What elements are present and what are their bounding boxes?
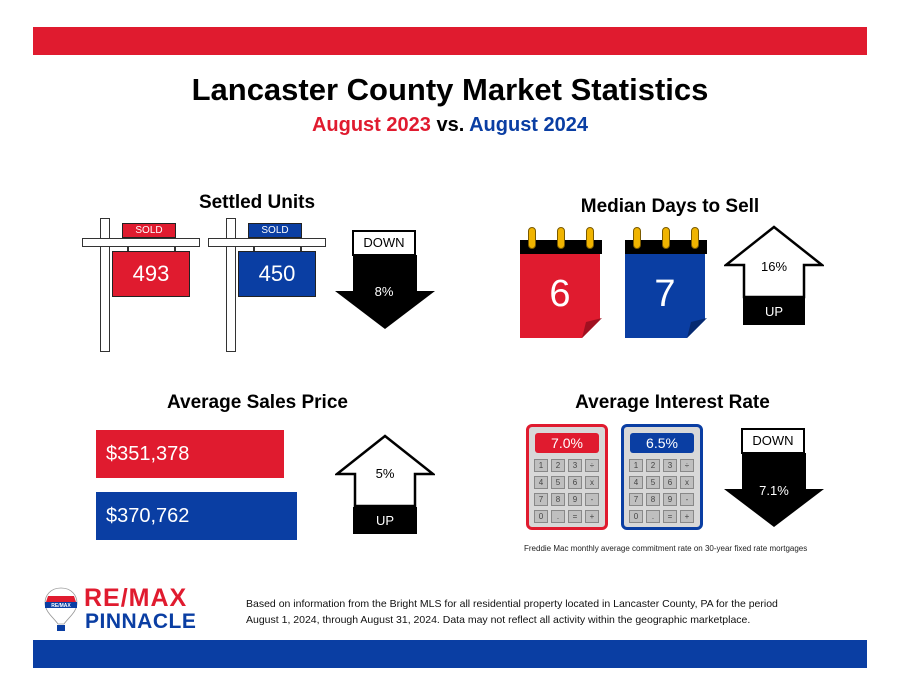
- calculator-key: 6: [568, 476, 582, 489]
- calculator-key: 4: [534, 476, 548, 489]
- avg-price-heading: Average Sales Price: [167, 392, 348, 413]
- calculator-key: .: [646, 510, 660, 523]
- calculator-key: -: [680, 493, 694, 506]
- calculator-key: x: [680, 476, 694, 489]
- calculator-key: 8: [646, 493, 660, 506]
- sold-sign-icon-2023: SOLD 493: [82, 218, 202, 354]
- interest-rate-2024-value: 6.5%: [630, 433, 694, 453]
- calculator-key: +: [585, 510, 599, 523]
- bottom-blue-bar: [33, 640, 867, 668]
- top-red-bar: [33, 27, 867, 55]
- avg-price-direction-label: UP: [353, 507, 417, 534]
- calculator-keypad-2024: 1 2 3 ÷ 4 5 6 x 7 8 9 - 0 . = +: [629, 459, 699, 527]
- up-arrow-icon: [724, 225, 824, 299]
- logo-pinnacle-text: PINNACLE: [85, 610, 197, 633]
- calculator-key: 0: [534, 510, 548, 523]
- avg-price-2024-bar: $370,762: [96, 492, 297, 540]
- interest-rate-2023-value: 7.0%: [535, 433, 599, 453]
- disclaimer-line-2: August 1, 2024, through August 31, 2024.…: [246, 614, 751, 626]
- calculator-key: +: [680, 510, 694, 523]
- page-subtitle: August 2023 vs. August 2024: [0, 114, 900, 137]
- remax-logo: RE/MAX RE/MAX PINNACLE: [44, 584, 214, 636]
- settled-units-direction-label: DOWN: [352, 230, 416, 256]
- interest-rate-footnote: Freddie Mac monthly average commitment r…: [524, 544, 808, 553]
- sold-sign-icon-2024: SOLD 450: [208, 218, 328, 354]
- calculator-key: 7: [629, 493, 643, 506]
- disclaimer: Based on information from the Bright MLS…: [246, 596, 846, 628]
- settled-units-heading: Settled Units: [198, 192, 316, 213]
- calculator-key: 3: [568, 459, 582, 472]
- subtitle-year-2024: August 2024: [469, 114, 589, 136]
- calculator-key: x: [585, 476, 599, 489]
- settled-units-change: 8%: [374, 284, 394, 299]
- median-days-direction-label: UP: [743, 298, 805, 325]
- calculator-icon-2023: 7.0% 1 2 3 ÷ 4 5 6 x 7 8 9 - 0 . = +: [526, 424, 608, 530]
- logo-remax-text: RE/MAX: [84, 584, 188, 612]
- median-days-heading: Median Days to Sell: [580, 196, 760, 217]
- calculator-key: 7: [534, 493, 548, 506]
- calculator-key: 1: [534, 459, 548, 472]
- calculator-key: 5: [551, 476, 565, 489]
- calculator-keypad-2023: 1 2 3 ÷ 4 5 6 x 7 8 9 - 0 . = +: [534, 459, 604, 527]
- calculator-key: 5: [646, 476, 660, 489]
- calculator-key: 6: [663, 476, 677, 489]
- calculator-key: =: [663, 510, 677, 523]
- median-days-change: 16%: [760, 259, 788, 274]
- settled-units-2023-value: 493: [112, 251, 190, 297]
- calendar-icon-2023: 6: [520, 227, 602, 339]
- calculator-key: 9: [568, 493, 582, 506]
- calculator-key: ÷: [585, 459, 599, 472]
- calculator-key: =: [568, 510, 582, 523]
- calendar-icon-2024: 7: [625, 227, 707, 339]
- subtitle-vs: vs.: [436, 114, 465, 136]
- calculator-key: 8: [551, 493, 565, 506]
- avg-price-change: 5%: [375, 466, 395, 481]
- settled-units-2024-value: 450: [238, 251, 316, 297]
- calculator-key: 0: [629, 510, 643, 523]
- calculator-key: -: [585, 493, 599, 506]
- hot-air-balloon-icon: RE/MAX: [44, 587, 78, 631]
- calculator-key: 2: [551, 459, 565, 472]
- calculator-key: 3: [663, 459, 677, 472]
- sold-tag-2024: SOLD: [248, 223, 302, 238]
- page-title: Lancaster County Market Statistics: [191, 72, 709, 107]
- calculator-key: 9: [663, 493, 677, 506]
- down-arrow-icon: [724, 453, 824, 527]
- avg-price-2023-bar: $351,378: [96, 430, 284, 478]
- interest-rate-direction-label: DOWN: [741, 428, 805, 454]
- page-curl-icon: [582, 318, 602, 338]
- calculator-key: 1: [629, 459, 643, 472]
- disclaimer-line-1: Based on information from the Bright MLS…: [246, 598, 778, 610]
- down-arrow-icon: [335, 255, 435, 329]
- interest-rate-heading: Average Interest Rate: [575, 392, 770, 413]
- calculator-icon-2024: 6.5% 1 2 3 ÷ 4 5 6 x 7 8 9 - 0 . = +: [621, 424, 703, 530]
- calculator-key: .: [551, 510, 565, 523]
- calculator-key: 2: [646, 459, 660, 472]
- interest-rate-change: 7.1%: [759, 483, 789, 498]
- calculator-key: 4: [629, 476, 643, 489]
- up-arrow-icon: [335, 434, 435, 508]
- calculator-key: ÷: [680, 459, 694, 472]
- subtitle-year-2023: August 2023: [311, 114, 431, 136]
- sold-tag-2023: SOLD: [122, 223, 176, 238]
- page-curl-icon: [687, 318, 707, 338]
- balloon-lettering: RE/MAX: [51, 603, 71, 609]
